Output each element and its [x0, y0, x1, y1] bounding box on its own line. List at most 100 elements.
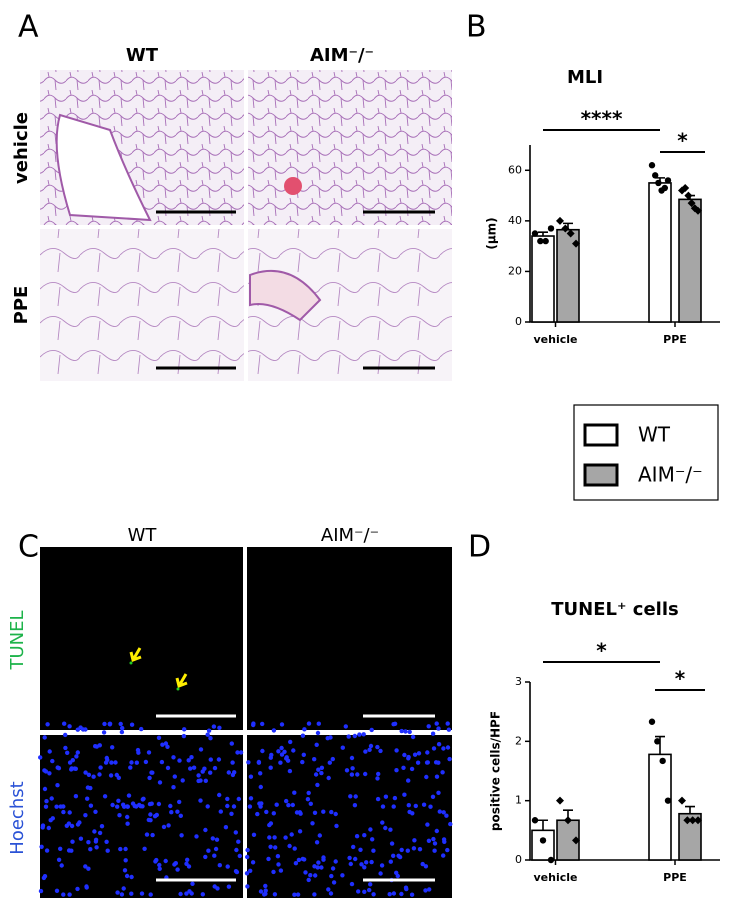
nucleus [140, 804, 145, 809]
nucleus [125, 814, 130, 820]
micrograph [248, 70, 452, 225]
nucleus [188, 766, 193, 771]
micrograph [40, 735, 243, 898]
nucleus [200, 892, 205, 897]
data-point [659, 757, 666, 765]
nucleus [97, 830, 103, 836]
nucleus [54, 804, 59, 809]
bar [531, 829, 555, 861]
nucleus [441, 837, 447, 842]
nucleus [369, 859, 374, 865]
nucleus [177, 799, 182, 805]
y-tick-label: 1 [515, 794, 522, 807]
nucleus [433, 760, 439, 765]
nucleus [245, 884, 250, 889]
nucleus [286, 803, 291, 808]
nucleus [75, 822, 81, 827]
nucleus [119, 892, 125, 897]
nucleus [425, 822, 430, 827]
bar [531, 235, 555, 323]
y-tick-label: 0 [515, 853, 522, 866]
nucleus [321, 809, 326, 814]
nucleus [271, 869, 276, 875]
nucleus [288, 739, 293, 745]
nucleus [178, 891, 183, 897]
nucleus [46, 825, 51, 831]
nucleus [88, 847, 93, 852]
nucleus [130, 801, 136, 806]
nucleus [148, 892, 153, 897]
nucleus [83, 864, 88, 869]
nucleus [313, 772, 319, 777]
data-point [542, 237, 549, 245]
nucleus [135, 747, 141, 753]
nucleus [44, 848, 50, 853]
nucleus [230, 760, 235, 765]
nucleus [163, 741, 169, 746]
nucleus [301, 752, 306, 757]
data-point [648, 718, 656, 725]
nucleus [306, 877, 311, 883]
nucleus [346, 734, 351, 739]
nucleus [38, 888, 44, 894]
nucleus [61, 809, 66, 815]
data-point [547, 225, 555, 232]
nucleus [316, 721, 321, 726]
vessel [284, 177, 302, 195]
nucleus [78, 836, 84, 841]
nucleus [229, 811, 234, 816]
nucleus [166, 823, 171, 828]
nucleus [208, 770, 213, 775]
panel-label: A [18, 10, 39, 45]
nucleus [247, 804, 253, 809]
nucleus [363, 771, 368, 777]
nucleus [412, 838, 417, 843]
nucleus [229, 741, 234, 746]
nucleus [181, 733, 187, 739]
nucleus [238, 750, 244, 755]
nucleus [406, 756, 411, 761]
nucleus [305, 797, 311, 802]
y-axis-label: (μm) [485, 217, 499, 249]
data-point [652, 172, 659, 179]
nucleus [306, 790, 311, 796]
nucleus [423, 888, 428, 893]
bar [648, 182, 672, 323]
nucleus [316, 767, 321, 772]
nucleus [185, 857, 190, 862]
nucleus [420, 861, 425, 867]
nucleus [182, 727, 187, 732]
data-point [655, 179, 662, 187]
nucleus [303, 870, 308, 875]
nucleus [434, 721, 439, 726]
nucleus [244, 871, 250, 876]
nucleus [370, 837, 375, 842]
nucleus [424, 774, 429, 780]
nucleus [231, 804, 237, 809]
nucleus [91, 774, 96, 779]
nucleus [83, 813, 88, 818]
nucleus [312, 757, 317, 762]
nucleus [61, 892, 66, 897]
nucleus [312, 892, 317, 897]
nucleus [441, 810, 446, 815]
x-tick-label: vehicle [534, 333, 578, 346]
nucleus [215, 886, 220, 891]
nucleus [426, 724, 431, 729]
nucleus [267, 835, 272, 840]
y-tick-label: 40 [508, 214, 522, 227]
nucleus [248, 796, 254, 801]
nucleus [292, 846, 297, 851]
nucleus [334, 823, 339, 829]
nucleus [212, 765, 218, 771]
nucleus [425, 760, 430, 765]
nucleus [347, 855, 352, 861]
nucleus [333, 811, 338, 817]
nucleus [217, 863, 222, 868]
nucleus [142, 846, 147, 851]
nucleus [447, 756, 452, 762]
nucleus [101, 730, 107, 735]
nucleus [279, 722, 285, 727]
y-tick-label: 2 [515, 734, 522, 747]
y-tick-label: 0 [515, 315, 522, 328]
